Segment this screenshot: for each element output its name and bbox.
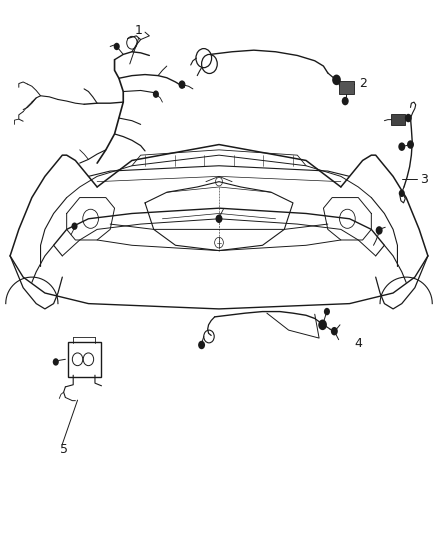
- Circle shape: [215, 215, 223, 223]
- FancyBboxPatch shape: [391, 114, 405, 125]
- Text: 5: 5: [60, 443, 68, 456]
- Text: 1: 1: [134, 24, 142, 37]
- Circle shape: [318, 319, 327, 330]
- Circle shape: [114, 43, 120, 50]
- Circle shape: [324, 308, 330, 316]
- Circle shape: [332, 75, 341, 85]
- Circle shape: [331, 327, 338, 335]
- Circle shape: [407, 140, 414, 149]
- Circle shape: [405, 114, 412, 122]
- FancyBboxPatch shape: [339, 81, 354, 94]
- Circle shape: [398, 142, 405, 151]
- Circle shape: [71, 222, 78, 230]
- Circle shape: [198, 341, 205, 349]
- Circle shape: [376, 226, 383, 235]
- Text: 4: 4: [354, 337, 362, 350]
- Circle shape: [53, 358, 59, 366]
- Circle shape: [399, 190, 405, 197]
- Text: 3: 3: [420, 173, 427, 185]
- Text: 2: 2: [359, 77, 367, 90]
- Circle shape: [179, 80, 185, 89]
- Circle shape: [153, 91, 159, 98]
- Circle shape: [342, 97, 349, 106]
